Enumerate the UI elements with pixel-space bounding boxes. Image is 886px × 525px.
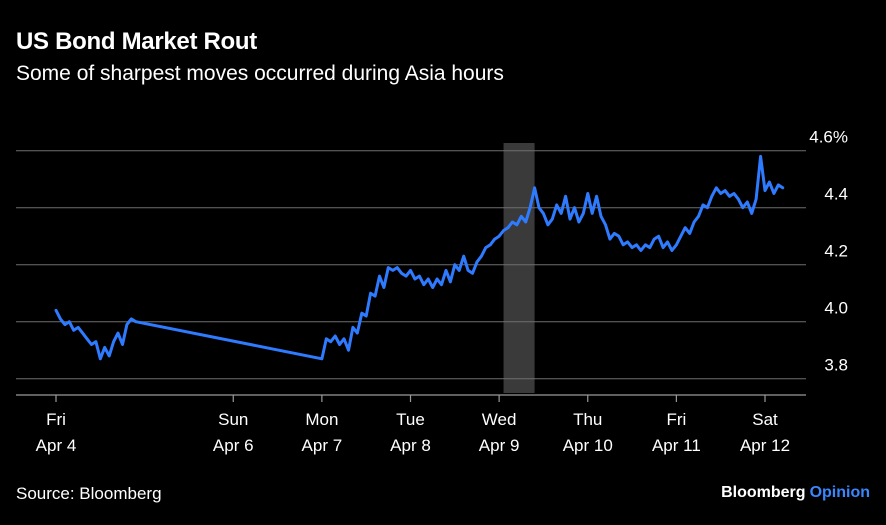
x-tick-date: Apr 8 bbox=[390, 436, 431, 455]
source-note: Source: Bloomberg bbox=[16, 484, 162, 503]
x-tick-day: Thu bbox=[573, 410, 602, 429]
x-tick-day: Sun bbox=[218, 410, 248, 429]
chart-subtitle: Some of sharpest moves occurred during A… bbox=[16, 62, 504, 85]
y-tick-label: 4.6% bbox=[809, 128, 848, 147]
x-tick-date: Apr 6 bbox=[213, 436, 254, 455]
x-tick-date: Apr 12 bbox=[740, 436, 790, 455]
x-tick-date: Apr 7 bbox=[302, 436, 343, 455]
brand-secondary: Opinion bbox=[809, 484, 870, 501]
x-tick-day: Fri bbox=[666, 410, 686, 429]
chart-title: US Bond Market Rout bbox=[16, 28, 257, 55]
brand-primary: Bloomberg bbox=[721, 484, 806, 501]
x-tick-date: Apr 9 bbox=[479, 436, 520, 455]
x-tick-date: Apr 4 bbox=[36, 436, 77, 455]
x-tick-day: Sat bbox=[752, 410, 778, 429]
x-tick-day: Mon bbox=[305, 410, 338, 429]
y-tick-label: 4.0 bbox=[824, 299, 848, 318]
x-tick-date: Apr 10 bbox=[563, 436, 613, 455]
x-tick-day: Fri bbox=[46, 410, 66, 429]
x-tick-date: Apr 11 bbox=[652, 436, 701, 455]
x-tick-day: Tue bbox=[396, 410, 425, 429]
y-tick-label: 3.8 bbox=[824, 356, 848, 375]
y-tick-label: 4.2 bbox=[824, 242, 848, 261]
asia-hours-highlight bbox=[503, 143, 535, 393]
brand-logo: Bloomberg Opinion bbox=[721, 484, 870, 502]
x-tick-day: Wed bbox=[482, 410, 517, 429]
y-tick-label: 4.4 bbox=[824, 185, 848, 204]
yield-series-line bbox=[54, 154, 785, 361]
